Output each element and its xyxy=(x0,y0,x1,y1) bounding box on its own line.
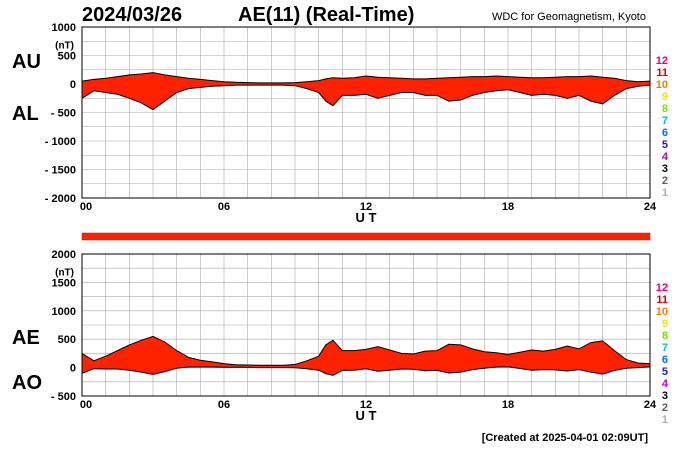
y-unit-label: (nT) xyxy=(55,41,74,52)
station-legend-item: 10 xyxy=(656,306,668,318)
station-legend-item: 9 xyxy=(662,318,668,330)
x-tick-label: 24 xyxy=(644,201,657,213)
source-label: WDC for Geomagnetism, Kyoto xyxy=(491,11,646,23)
station-legend-item: 9 xyxy=(662,91,668,103)
station-status-bar xyxy=(81,232,651,241)
x-tick-label: 00 xyxy=(80,399,92,411)
y-tick-label: 2000 xyxy=(52,249,76,261)
al-series-line xyxy=(81,84,651,111)
station-legend-item: 11 xyxy=(656,67,668,79)
x-axis-label: U T xyxy=(356,210,377,225)
station-legend-item: 6 xyxy=(662,354,668,366)
station-legend-item: 4 xyxy=(662,151,669,163)
date-title: 2024/03/26 xyxy=(82,4,183,26)
station-legend-item: 10 xyxy=(656,79,668,91)
station-legend-item: 7 xyxy=(662,342,668,354)
ae-label: AE xyxy=(12,327,40,349)
station-legend-item: 11 xyxy=(656,294,668,306)
station-legend-item: 1 xyxy=(662,187,668,199)
x-tick-label: 12 xyxy=(360,201,372,213)
station-legend-item: 2 xyxy=(662,402,668,414)
x-tick-label: 18 xyxy=(502,399,514,411)
ao-label: AO xyxy=(12,372,42,394)
x-axis-label: U T xyxy=(356,408,377,423)
ao-series-line xyxy=(81,366,651,376)
station-legend-item: 12 xyxy=(656,282,668,294)
y-tick-label: - 1000 xyxy=(45,136,76,148)
al-label: AL xyxy=(12,103,39,125)
y-tick-label: 1000 xyxy=(52,22,76,34)
x-tick-label: 12 xyxy=(360,399,372,411)
y-tick-label: - 1500 xyxy=(45,165,76,177)
created-timestamp: [Created at 2025-04-01 02:09UT] xyxy=(481,432,648,444)
station-legend-item: 4 xyxy=(662,378,669,390)
x-tick-label: 00 xyxy=(80,201,92,213)
y-tick-label: 0 xyxy=(70,363,76,375)
station-legend-item: 1 xyxy=(662,414,668,426)
au-series-line xyxy=(81,72,651,84)
y-tick-label: - 2000 xyxy=(45,193,76,205)
station-legend-item: 3 xyxy=(662,163,668,175)
station-legend-item: 7 xyxy=(662,115,668,127)
y-tick-label: - 500 xyxy=(51,391,76,403)
au-al-plot-frame xyxy=(81,26,651,199)
au-label: AU xyxy=(12,51,41,73)
station-legend-item: 8 xyxy=(662,330,668,342)
y-unit-label: (nT) xyxy=(55,267,74,278)
station-legend-item: 3 xyxy=(662,390,668,402)
y-tick-label: 1500 xyxy=(52,277,76,289)
station-legend-item: 8 xyxy=(662,103,668,115)
x-tick-label: 06 xyxy=(218,399,230,411)
chart-title: AE(11) (Real-Time) xyxy=(238,4,415,26)
y-tick-label: - 500 xyxy=(51,108,76,120)
ae-ao-fill xyxy=(82,336,650,376)
y-tick-label: 0 xyxy=(70,79,76,91)
station-legend-item: 5 xyxy=(662,366,668,378)
ae-ao-plot-frame xyxy=(81,253,651,397)
x-tick-label: 24 xyxy=(644,399,657,411)
station-legend-item: 2 xyxy=(662,175,668,187)
ae-series-line xyxy=(81,335,651,366)
station-legend-item: 5 xyxy=(662,139,668,151)
x-tick-label: 18 xyxy=(502,201,514,213)
y-tick-label: 500 xyxy=(58,51,76,63)
station-legend-item: 12 xyxy=(656,55,668,67)
y-tick-label: 500 xyxy=(58,334,76,346)
station-legend-item: 6 xyxy=(662,127,668,139)
y-tick-label: 1000 xyxy=(52,306,76,318)
x-tick-label: 06 xyxy=(218,201,230,213)
